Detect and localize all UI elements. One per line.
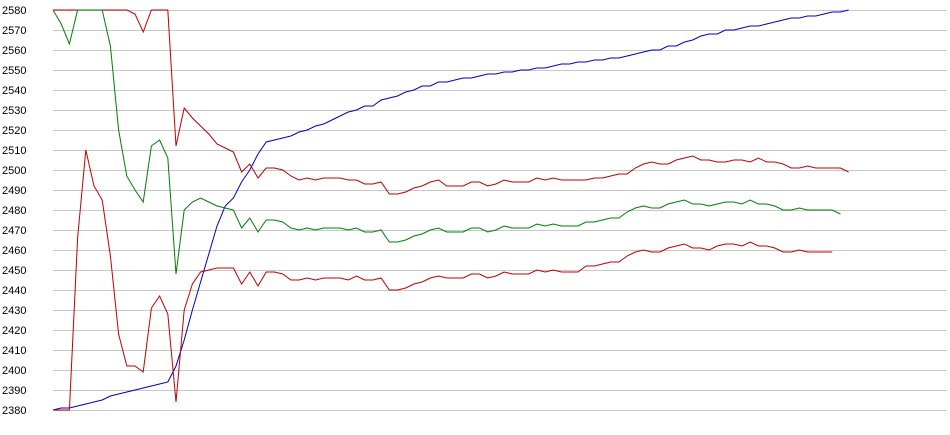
y-tick-label-2450: 2450: [2, 265, 26, 277]
y-tick-label-2380: 2380: [2, 405, 26, 417]
y-tick-label-2430: 2430: [2, 305, 26, 317]
y-tick-label-2510: 2510: [2, 145, 26, 157]
y-tick-label-2550: 2550: [2, 65, 26, 77]
y-tick-label-2530: 2530: [2, 105, 26, 117]
y-axis-ticks: 2380 2390 2400 2410 2420 2430 2440 2450 2460 2470…: [2, 5, 26, 417]
y-tick-label-2500: 2500: [2, 165, 26, 177]
y-tick-label-2390: 2390: [2, 385, 26, 397]
y-tick-label-2560: 2560: [2, 45, 26, 57]
series-layer: [52, 9, 849, 411]
y-tick-label-2480: 2480: [2, 205, 26, 217]
y-tick-label-2410: 2410: [2, 345, 26, 357]
y-tick-label-2400: 2400: [2, 365, 26, 377]
y-tick-label-2580: 2580: [2, 5, 26, 17]
y-tick-label-2540: 2540: [2, 85, 26, 97]
y-tick-label-2470: 2470: [2, 225, 26, 237]
y-tick-label-2440: 2440: [2, 285, 26, 297]
y-tick-label-2460: 2460: [2, 245, 26, 257]
y-tick-label-2570: 2570: [2, 25, 26, 37]
series-line-3: [52, 9, 841, 275]
grid-layer: [53, 10, 947, 411]
series-line-4: [53, 149, 833, 411]
y-tick-label-2490: 2490: [2, 185, 26, 197]
y-tick-label-2420: 2420: [2, 325, 26, 337]
series-line-2: [53, 9, 849, 195]
y-tick-label-2520: 2520: [2, 125, 26, 137]
series-line-1: [52, 9, 849, 411]
